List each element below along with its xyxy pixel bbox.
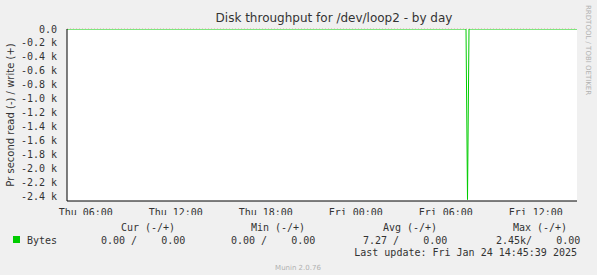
svg-text:Thu 06:00: Thu 06:00 <box>59 207 113 215</box>
svg-text:Max (-/+): Max (-/+) <box>513 222 567 233</box>
svg-text:-0.4 k: -0.4 k <box>21 51 57 62</box>
svg-text:-1.6 k: -1.6 k <box>21 135 57 146</box>
svg-text:-2.4 k: -2.4 k <box>21 191 57 202</box>
svg-text:0.0: 0.0 <box>39 24 57 35</box>
svg-text:-0.6 k: -0.6 k <box>21 65 57 76</box>
svg-text:Avg (-/+): Avg (-/+) <box>383 222 437 233</box>
svg-text:0.00 / 0.00: 0.00 / 0.00 <box>101 235 185 246</box>
svg-text:-1.0 k: -1.0 k <box>21 93 57 104</box>
svg-text:0.00 / 0.00: 0.00 / 0.00 <box>231 235 315 246</box>
svg-text:Fri 06:00: Fri 06:00 <box>419 207 473 215</box>
svg-text:Min (-/+): Min (-/+) <box>251 222 305 233</box>
svg-text:Munin 2.0.76: Munin 2.0.76 <box>275 264 321 272</box>
svg-text:Thu 18:00: Thu 18:00 <box>239 207 293 215</box>
svg-text:-1.2 k: -1.2 k <box>21 107 57 118</box>
svg-text:-1.8 k: -1.8 k <box>21 149 57 160</box>
svg-text:-2.0 k: -2.0 k <box>21 163 57 174</box>
svg-text:RRDTOOL / TOBI OETIKER: RRDTOOL / TOBI OETIKER <box>584 5 589 95</box>
svg-text:Fri 00:00: Fri 00:00 <box>329 207 383 215</box>
svg-text:7.27 / 0.00: 7.27 / 0.00 <box>363 235 447 246</box>
svg-text:-1.4 k: -1.4 k <box>21 121 57 132</box>
svg-text:Last update: Fri Jan 24 14:45:: Last update: Fri Jan 24 14:45:39 2025 <box>354 247 577 258</box>
svg-text:2.45k/ 0.00: 2.45k/ 0.00 <box>496 235 580 246</box>
svg-text:Thu 12:00: Thu 12:00 <box>149 207 203 215</box>
svg-text:Fri 12:00: Fri 12:00 <box>509 207 563 215</box>
svg-text:Bytes: Bytes <box>27 235 57 246</box>
svg-text:Cur (-/+): Cur (-/+) <box>121 222 175 233</box>
svg-text:-2.2 k: -2.2 k <box>21 177 57 188</box>
svg-text:-0.2 k: -0.2 k <box>21 37 57 48</box>
svg-text:-0.8 k: -0.8 k <box>21 79 57 90</box>
svg-text:Pr second read (-) / write (+): Pr second read (-) / write (+) <box>8 43 16 186</box>
svg-text:Disk throughput for /dev/loop2: Disk throughput for /dev/loop2 - by day <box>216 11 453 25</box>
